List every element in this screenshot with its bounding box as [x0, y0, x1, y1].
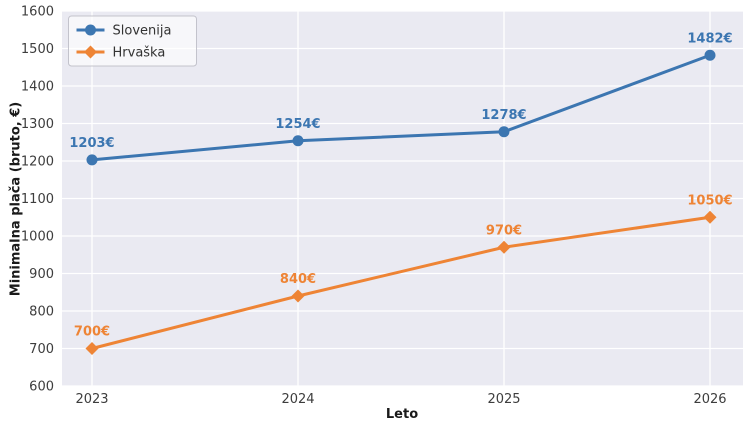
legend-label-hrvaka: Hrvaška [113, 46, 166, 61]
y-tick-label: 1500 [21, 42, 54, 57]
data-point-hrvaka [703, 210, 717, 224]
y-tick-label: 1600 [21, 5, 54, 20]
y-tick-label: 700 [29, 342, 54, 357]
data-point-label-hrvaka: 840€ [280, 272, 316, 287]
y-tick-label: 900 [29, 267, 54, 282]
series-line-hrvaka [90, 215, 712, 350]
y-tick-label: 600 [29, 380, 54, 395]
data-point-slovenija [498, 126, 510, 138]
data-point-label-hrvaka: 700€ [74, 325, 110, 340]
y-tick-label: 1300 [21, 117, 54, 132]
y-tick-label: 1100 [21, 192, 54, 207]
data-point-label-slovenija: 1254€ [275, 117, 320, 132]
data-point-label-slovenija: 1278€ [481, 108, 526, 123]
data-point-label-slovenija: 1203€ [69, 136, 114, 151]
legend-label-slovenija: Slovenija [113, 24, 172, 39]
x-axis-title: Leto [385, 407, 419, 422]
x-tick-label: 2026 [693, 392, 726, 407]
series-line-slovenija [90, 53, 712, 162]
legend-diamond-icon [84, 45, 97, 59]
data-point-hrvaka [291, 289, 305, 303]
data-point-hrvaka [497, 240, 511, 254]
x-tick-label: 2023 [75, 392, 108, 407]
data-point-label-slovenija: 1482€ [687, 31, 732, 46]
data-point-label-hrvaka: 1050€ [687, 193, 732, 208]
y-tick-label: 1400 [21, 80, 54, 95]
data-point-hrvaka [85, 342, 99, 355]
legend-circle-icon [85, 24, 96, 36]
data-point-slovenija [86, 154, 98, 166]
y-tick-label: 800 [29, 305, 54, 320]
data-point-slovenija [292, 135, 304, 147]
y-tick-label: 1200 [21, 155, 54, 170]
x-tick-label: 2024 [281, 392, 314, 407]
x-tick-label: 2025 [487, 392, 520, 407]
data-point-slovenija [704, 49, 716, 61]
y-axis-title: Minimalna plača (bruto, €) [8, 101, 24, 297]
y-tick-label: 1000 [21, 230, 54, 245]
data-point-label-hrvaka: 970€ [486, 223, 522, 238]
